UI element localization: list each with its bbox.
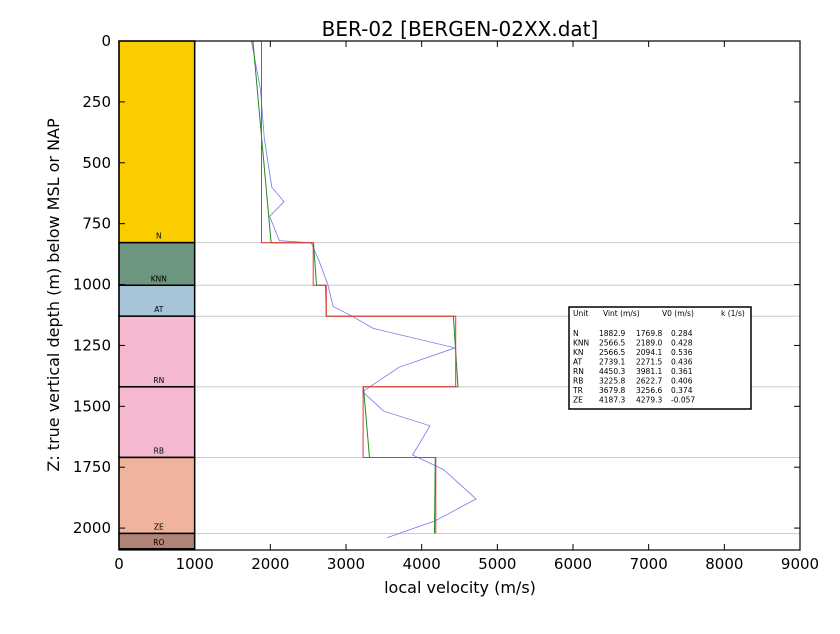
table-cell: 0.428 — [671, 339, 693, 348]
table-cell: 0.406 — [671, 377, 693, 386]
y-axis-label: Z: true vertical depth (m) below MSL or … — [44, 118, 63, 472]
x-tick-label: 7000 — [630, 555, 668, 573]
x-tick-label: 8000 — [705, 555, 743, 573]
unit-label-at: AT — [154, 305, 164, 314]
table-cell: RN — [573, 367, 584, 376]
table-cell: 3981.1 — [636, 367, 662, 376]
x-tick-label: 4000 — [403, 555, 441, 573]
table-cell: 2566.5 — [599, 339, 625, 348]
table-cell: 1882.9 — [599, 329, 625, 338]
table-cell: RB — [573, 377, 583, 386]
table-cell: 0.374 — [671, 386, 693, 395]
velocity-table: Unit Vint (m/s) V0 (m/s) k (1/s) N 1882.9 1769… — [568, 306, 752, 410]
series-line-2 — [261, 41, 457, 534]
y-tick-label: 0 — [101, 32, 111, 50]
unit-block-rn — [118, 315, 196, 388]
unit-label-ze: ZE — [154, 522, 164, 531]
table-header-cell: Unit — [573, 309, 588, 318]
table-cell: KNN — [573, 339, 589, 348]
x-tick-label: 3000 — [327, 555, 365, 573]
table-cell: ZE — [573, 396, 583, 405]
x-tick-label: 2000 — [251, 555, 289, 573]
table-cell: 2622.7 — [636, 377, 662, 386]
table-header-cell: k (1/s) — [721, 309, 745, 318]
y-tick-label: 500 — [82, 154, 111, 172]
y-tick-label: 250 — [82, 93, 111, 111]
y-tick-label: 2000 — [73, 519, 111, 537]
table-cell: N — [573, 329, 579, 338]
table-cell: 1769.8 — [636, 329, 662, 338]
unit-block-ze — [118, 456, 196, 535]
x-tick-label: 6000 — [554, 555, 592, 573]
x-axis-label: local velocity (m/s) — [384, 578, 536, 597]
table-cell: -0.057 — [671, 396, 695, 405]
table-cell: 2094.1 — [636, 348, 662, 357]
table-cell: 4187.3 — [599, 396, 625, 405]
unit-block-rb — [118, 386, 196, 459]
table-cell: 0.536 — [671, 348, 693, 357]
table-header-cell: V0 (m/s) — [662, 309, 694, 318]
y-tick-label: 1750 — [73, 458, 111, 476]
table-cell: 0.284 — [671, 329, 693, 338]
table-cell: 2566.5 — [599, 348, 625, 357]
table-cell: KN — [573, 348, 584, 357]
unit-label-knn: KNN — [151, 274, 167, 283]
y-tick-label: 1500 — [73, 397, 111, 415]
table-cell: 3256.6 — [636, 386, 662, 395]
table-cell: TR — [572, 386, 583, 395]
table-cell: 4279.3 — [636, 396, 662, 405]
table-cell: 2189.0 — [636, 339, 662, 348]
table-cell: 4450.3 — [599, 367, 625, 376]
plot-frame — [118, 40, 801, 551]
table-cell: 2271.5 — [636, 358, 662, 367]
unit-label-n: N — [156, 232, 162, 241]
plot-background — [119, 41, 800, 550]
chart-title: BER-02 [BERGEN-02XX.dat] — [322, 17, 599, 41]
table-cell: 3225.8 — [599, 377, 625, 386]
table-cell: 0.361 — [671, 367, 693, 376]
unit-block-n — [118, 40, 196, 244]
unit-label-rb: RB — [154, 446, 164, 455]
unit-label-ro: RO — [153, 538, 164, 547]
x-tick-label: 5000 — [478, 555, 516, 573]
x-tick-label: 0 — [114, 555, 124, 573]
y-tick-label: 1250 — [73, 336, 111, 354]
table-cell: 2739.1 — [599, 358, 625, 367]
table-cell: AT — [573, 358, 583, 367]
unit-label-rn: RN — [153, 376, 164, 385]
table-cell: 0.436 — [671, 358, 693, 367]
table-cell: 3679.8 — [599, 386, 625, 395]
y-tick-label: 1000 — [73, 276, 111, 294]
table-header-cell: Vint (m/s) — [603, 309, 640, 318]
velocity-table-box — [568, 306, 752, 410]
y-tick-label: 750 — [82, 215, 111, 233]
x-tick-label: 1000 — [176, 555, 214, 573]
x-tick-label: 9000 — [781, 555, 819, 573]
